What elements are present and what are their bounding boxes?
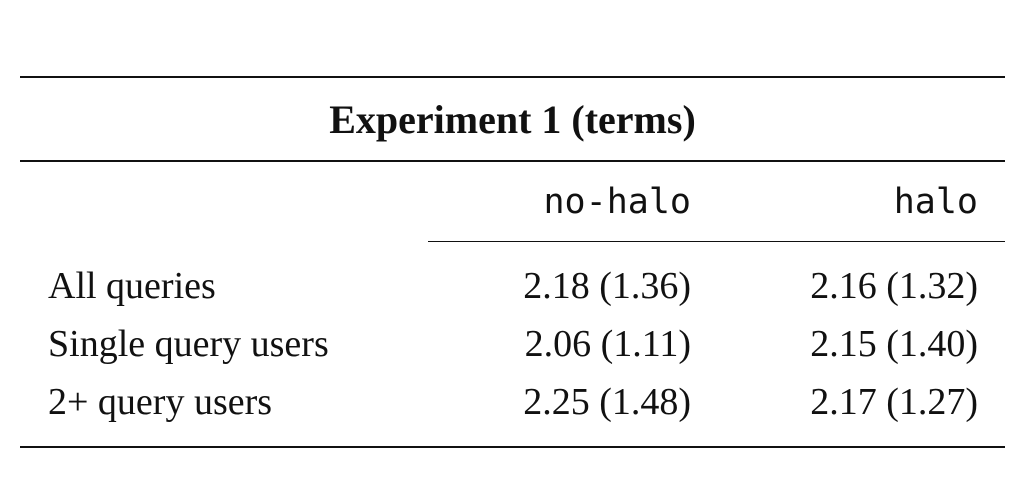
cell-no-halo: 2.25 (1.48) — [523, 381, 691, 423]
row-label: 2+ query users — [48, 381, 273, 423]
column-header-rule — [428, 241, 1005, 242]
table-title: Experiment 1 (terms) — [329, 96, 696, 142]
title-rule — [20, 160, 1005, 162]
cell-halo: 2.17 (1.27) — [810, 381, 978, 423]
cell-halo: 2.15 (1.40) — [810, 323, 978, 365]
row-label: All queries — [48, 265, 216, 307]
results-table: Experiment 1 (terms) no-halo halo All qu… — [20, 76, 1005, 448]
column-header-halo: halo — [893, 182, 978, 222]
cell-halo: 2.16 (1.32) — [810, 265, 978, 307]
table-row: 2+ query users 2.25 (1.48) 2.17 (1.27) — [20, 374, 1005, 432]
top-rule — [20, 76, 1005, 78]
bottom-rule — [20, 446, 1005, 448]
column-header-row: no-halo halo — [20, 162, 1005, 242]
table-body: All queries 2.18 (1.36) 2.16 (1.32) Sing… — [20, 242, 1005, 446]
table-row: Single query users 2.06 (1.11) 2.15 (1.4… — [20, 316, 1005, 374]
table-row: All queries 2.18 (1.36) 2.16 (1.32) — [20, 258, 1005, 316]
cell-no-halo: 2.18 (1.36) — [523, 265, 691, 307]
row-label: Single query users — [48, 323, 329, 365]
column-header-no-halo: no-halo — [543, 182, 691, 222]
cell-no-halo: 2.06 (1.11) — [524, 323, 691, 365]
